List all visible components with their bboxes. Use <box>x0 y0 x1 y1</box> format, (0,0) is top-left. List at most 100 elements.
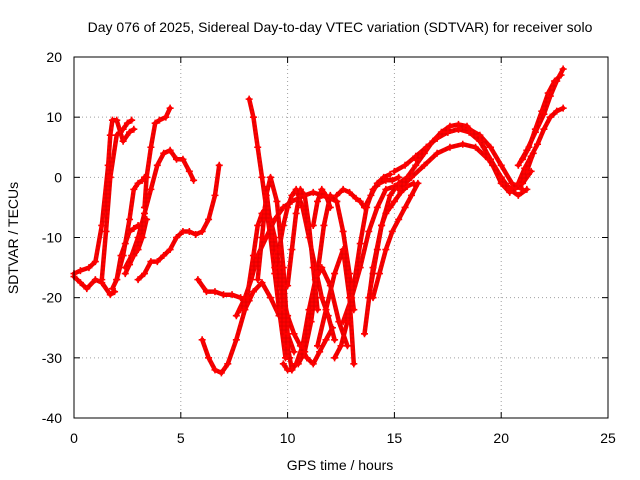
data-point <box>185 167 193 175</box>
data-point <box>192 230 200 238</box>
y-tick-label: 20 <box>46 49 62 65</box>
data-point <box>551 77 559 85</box>
data-point <box>290 348 298 356</box>
data-point <box>527 152 535 160</box>
plot-frame <box>73 56 609 419</box>
data-point <box>314 306 322 314</box>
data-point <box>190 176 198 184</box>
data-point <box>128 252 136 260</box>
data-point <box>395 179 403 187</box>
data-point <box>446 143 454 151</box>
data-point <box>395 173 403 181</box>
data-point <box>519 185 527 193</box>
data-point <box>369 264 377 272</box>
data-point <box>198 227 206 235</box>
data-point <box>346 188 354 196</box>
data-point <box>113 131 121 139</box>
data-point <box>318 294 326 302</box>
data-series <box>70 65 567 377</box>
data-point <box>331 336 339 344</box>
data-point <box>83 285 91 293</box>
data-point <box>85 264 93 272</box>
data-point <box>166 246 174 254</box>
data-point <box>76 279 84 287</box>
data-point <box>519 155 527 163</box>
data-point <box>527 167 535 175</box>
data-point <box>245 95 253 103</box>
y-tick-label: -30 <box>42 350 62 366</box>
series-line-arc15 <box>238 205 295 373</box>
data-point <box>128 116 136 124</box>
data-point <box>179 227 187 235</box>
data-point <box>433 149 441 157</box>
data-point <box>232 336 240 344</box>
data-point <box>348 294 356 302</box>
data-point <box>360 330 368 338</box>
data-point <box>166 146 174 154</box>
x-tick-label: 25 <box>600 430 616 446</box>
data-point <box>267 294 275 302</box>
series-line-arc8 <box>123 148 196 270</box>
data-point <box>211 191 219 199</box>
data-point <box>153 258 161 266</box>
data-point <box>444 128 452 136</box>
data-point <box>106 291 114 299</box>
data-point <box>301 191 309 199</box>
data-point <box>126 215 134 223</box>
data-point <box>422 143 430 151</box>
grid <box>74 57 608 418</box>
data-point <box>271 264 279 272</box>
data-point <box>123 119 131 127</box>
data-point <box>378 221 386 229</box>
data-point <box>514 179 522 187</box>
data-point <box>134 179 142 187</box>
y-tick-label: 0 <box>54 169 62 185</box>
data-point <box>130 224 138 232</box>
data-point <box>119 125 127 133</box>
data-point <box>534 140 542 148</box>
x-tick-label: 15 <box>387 430 403 446</box>
data-point <box>309 188 317 196</box>
data-point <box>559 65 567 73</box>
x-tick-label: 20 <box>493 430 509 446</box>
data-point <box>160 252 168 260</box>
data-point <box>155 116 163 124</box>
data-point <box>521 164 529 172</box>
data-point <box>484 155 492 163</box>
data-point <box>382 176 390 184</box>
data-point <box>134 276 142 284</box>
data-point <box>217 369 225 377</box>
data-point <box>126 128 134 136</box>
data-point <box>249 113 257 121</box>
data-point <box>322 191 330 199</box>
data-point <box>173 155 181 163</box>
data-point <box>121 264 129 272</box>
data-point <box>538 107 546 115</box>
data-point <box>205 354 213 362</box>
data-point <box>284 282 292 290</box>
data-point <box>401 203 409 211</box>
data-point <box>303 354 311 362</box>
data-point <box>91 258 99 266</box>
data-point <box>119 252 127 260</box>
data-point <box>288 191 296 199</box>
data-point <box>140 270 148 278</box>
data-point <box>382 185 390 193</box>
data-point <box>202 288 210 296</box>
series-line-arc30 <box>396 141 530 198</box>
data-point <box>279 360 287 368</box>
data-point <box>288 246 296 254</box>
data-point <box>356 197 364 205</box>
data-point <box>375 270 383 278</box>
data-point <box>373 203 381 211</box>
data-point <box>322 306 330 314</box>
data-point <box>267 173 275 181</box>
data-point <box>220 291 228 299</box>
data-point <box>514 161 522 169</box>
data-point <box>254 143 262 151</box>
data-point <box>215 161 223 169</box>
data-point <box>320 221 328 229</box>
data-point <box>292 209 300 217</box>
data-point <box>309 360 317 368</box>
